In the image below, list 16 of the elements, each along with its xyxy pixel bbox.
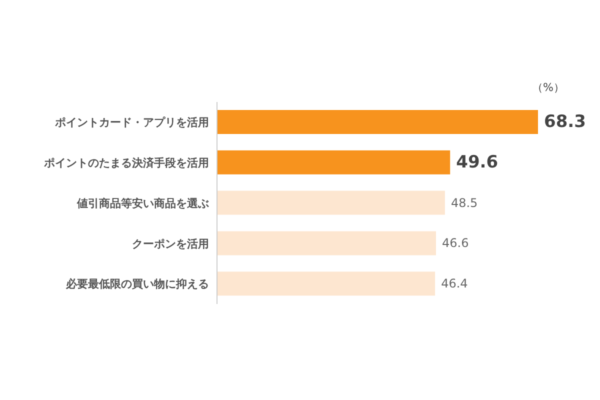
y-tick-label: ポイントのたまる決済手段を活用 — [43, 156, 209, 170]
bar — [217, 231, 436, 256]
text: （%） — [532, 80, 564, 95]
bar — [217, 272, 436, 296]
y-tick-label: 必要最低限の買い物に抑える — [65, 278, 209, 291]
y-tick-label: ポイントカード・アプリを活用 — [54, 116, 209, 130]
y-tick-label: クーポンを活用 — [132, 237, 209, 250]
data-label: 46.6 — [442, 236, 469, 250]
bar — [217, 190, 445, 215]
data-label: 46.4 — [441, 276, 468, 291]
data-label: 68.3 — [544, 112, 586, 132]
bar — [217, 150, 450, 174]
data-label: 49.6 — [456, 152, 498, 172]
data-label: 48.5 — [450, 196, 478, 210]
y-tick-label: 値引商品等安い商品を選ぶ — [76, 196, 209, 210]
bar — [217, 110, 538, 134]
